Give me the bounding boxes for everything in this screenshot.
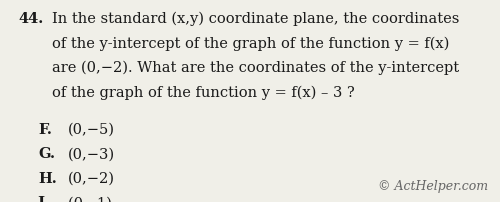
Text: of the y-intercept of the graph of the function y = f(x): of the y-intercept of the graph of the f… <box>52 37 450 51</box>
Text: (0,−2): (0,−2) <box>68 172 115 186</box>
Text: J.: J. <box>38 197 49 202</box>
Text: (0,−3): (0,−3) <box>68 147 115 162</box>
Text: F.: F. <box>38 123 52 137</box>
Text: are (0,−2). What are the coordinates of the y-intercept: are (0,−2). What are the coordinates of … <box>52 61 459 75</box>
Text: (0,  1): (0, 1) <box>68 197 112 202</box>
Text: of the graph of the function y = f(x) – 3 ?: of the graph of the function y = f(x) – … <box>52 85 355 100</box>
Text: (0,−5): (0,−5) <box>68 123 115 137</box>
Text: G.: G. <box>38 147 55 162</box>
Text: In the standard (x,y) coordinate plane, the coordinates: In the standard (x,y) coordinate plane, … <box>52 12 460 26</box>
Text: H.: H. <box>38 172 57 186</box>
Text: 44.: 44. <box>18 12 44 26</box>
Text: © ActHelper.com: © ActHelper.com <box>378 180 488 193</box>
